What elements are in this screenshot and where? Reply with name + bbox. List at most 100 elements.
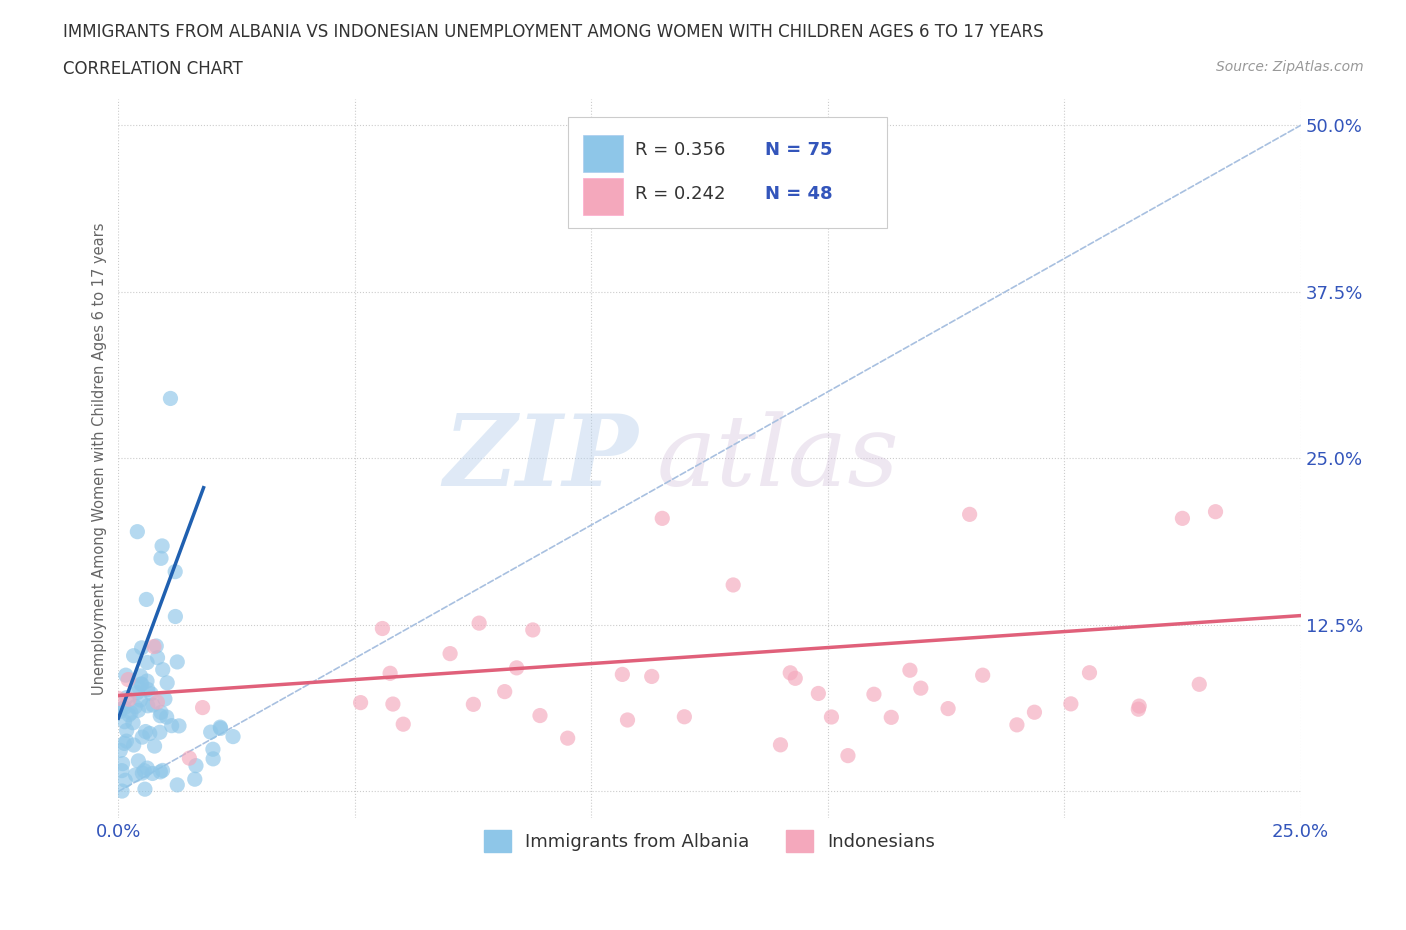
Point (165, 609, 187, 624)
Point (1060, 697, 1083, 711)
Point (143, 738, 166, 753)
Point (371, 621, 394, 636)
Point (122, 737, 145, 752)
Point (129, 693, 152, 708)
Point (150, 538, 173, 553)
Point (122, 715, 145, 730)
Point (378, 666, 401, 681)
Point (439, 646, 461, 661)
Point (107, 691, 129, 706)
FancyBboxPatch shape (583, 178, 623, 215)
Point (142, 639, 165, 654)
Point (131, 641, 153, 656)
Point (115, 734, 138, 749)
Point (167, 719, 190, 734)
Text: IMMIGRANTS FROM ALBANIA VS INDONESIAN UNEMPLOYMENT AMONG WOMEN WITH CHILDREN AGE: IMMIGRANTS FROM ALBANIA VS INDONESIAN UN… (63, 23, 1043, 41)
Point (463, 697, 485, 711)
Point (392, 717, 415, 732)
Point (114, 668, 136, 683)
Point (127, 525, 149, 539)
Point (127, 753, 149, 768)
Point (136, 698, 159, 713)
Point (141, 766, 163, 781)
Point (129, 669, 152, 684)
Point (112, 700, 135, 715)
Point (122, 648, 145, 663)
Point (111, 756, 134, 771)
Point (149, 705, 172, 720)
Point (152, 662, 174, 677)
Legend: Immigrants from Albania, Indonesians: Immigrants from Albania, Indonesians (477, 823, 942, 859)
Point (111, 764, 134, 778)
Point (529, 708, 551, 723)
Point (641, 669, 664, 684)
Text: Source: ZipAtlas.com: Source: ZipAtlas.com (1216, 60, 1364, 74)
Text: CORRELATION CHART: CORRELATION CHART (63, 60, 243, 78)
Point (128, 680, 150, 695)
Point (910, 681, 932, 696)
Point (209, 721, 232, 736)
Point (936, 701, 959, 716)
Point (118, 692, 141, 707)
Point (135, 724, 157, 739)
Point (135, 592, 157, 607)
Point (807, 686, 830, 701)
Point (209, 720, 232, 735)
Point (149, 724, 172, 739)
Point (136, 682, 159, 697)
Point (165, 565, 187, 579)
Point (505, 660, 527, 675)
Point (1171, 511, 1194, 525)
Point (136, 655, 159, 670)
Point (1024, 705, 1046, 720)
Point (142, 698, 165, 712)
Point (166, 777, 188, 792)
Point (1128, 698, 1150, 713)
Point (222, 729, 245, 744)
Point (494, 684, 516, 699)
Point (124, 767, 146, 782)
Point (114, 714, 136, 729)
Point (201, 742, 224, 757)
Point (150, 551, 173, 565)
Point (616, 712, 638, 727)
Text: R = 0.356: R = 0.356 (636, 140, 725, 159)
Point (837, 748, 859, 763)
Point (159, 391, 181, 405)
Point (127, 685, 149, 700)
Text: atlas: atlas (657, 411, 898, 506)
Point (115, 690, 138, 705)
Point (117, 672, 139, 687)
Text: ZIP: ZIP (444, 410, 638, 507)
Point (139, 686, 162, 701)
Point (184, 758, 207, 773)
Point (200, 724, 222, 739)
Text: N = 75: N = 75 (765, 140, 832, 159)
Point (898, 663, 921, 678)
Point (153, 692, 176, 707)
Point (779, 665, 801, 680)
Point (112, 736, 135, 751)
Point (124, 699, 146, 714)
Point (1078, 665, 1101, 680)
Point (160, 718, 183, 733)
Point (136, 673, 159, 688)
Point (972, 668, 994, 683)
Point (110, 743, 132, 758)
Point (149, 709, 172, 724)
Point (769, 737, 792, 752)
Point (111, 784, 134, 799)
Point (156, 675, 179, 690)
Point (146, 695, 169, 710)
Point (115, 723, 138, 737)
Point (1205, 504, 1227, 519)
Point (673, 710, 696, 724)
Text: N = 48: N = 48 (765, 185, 832, 203)
Point (114, 773, 136, 788)
Point (146, 650, 169, 665)
Point (557, 731, 579, 746)
Point (381, 697, 404, 711)
Point (145, 639, 167, 654)
Point (184, 772, 207, 787)
Point (959, 507, 981, 522)
